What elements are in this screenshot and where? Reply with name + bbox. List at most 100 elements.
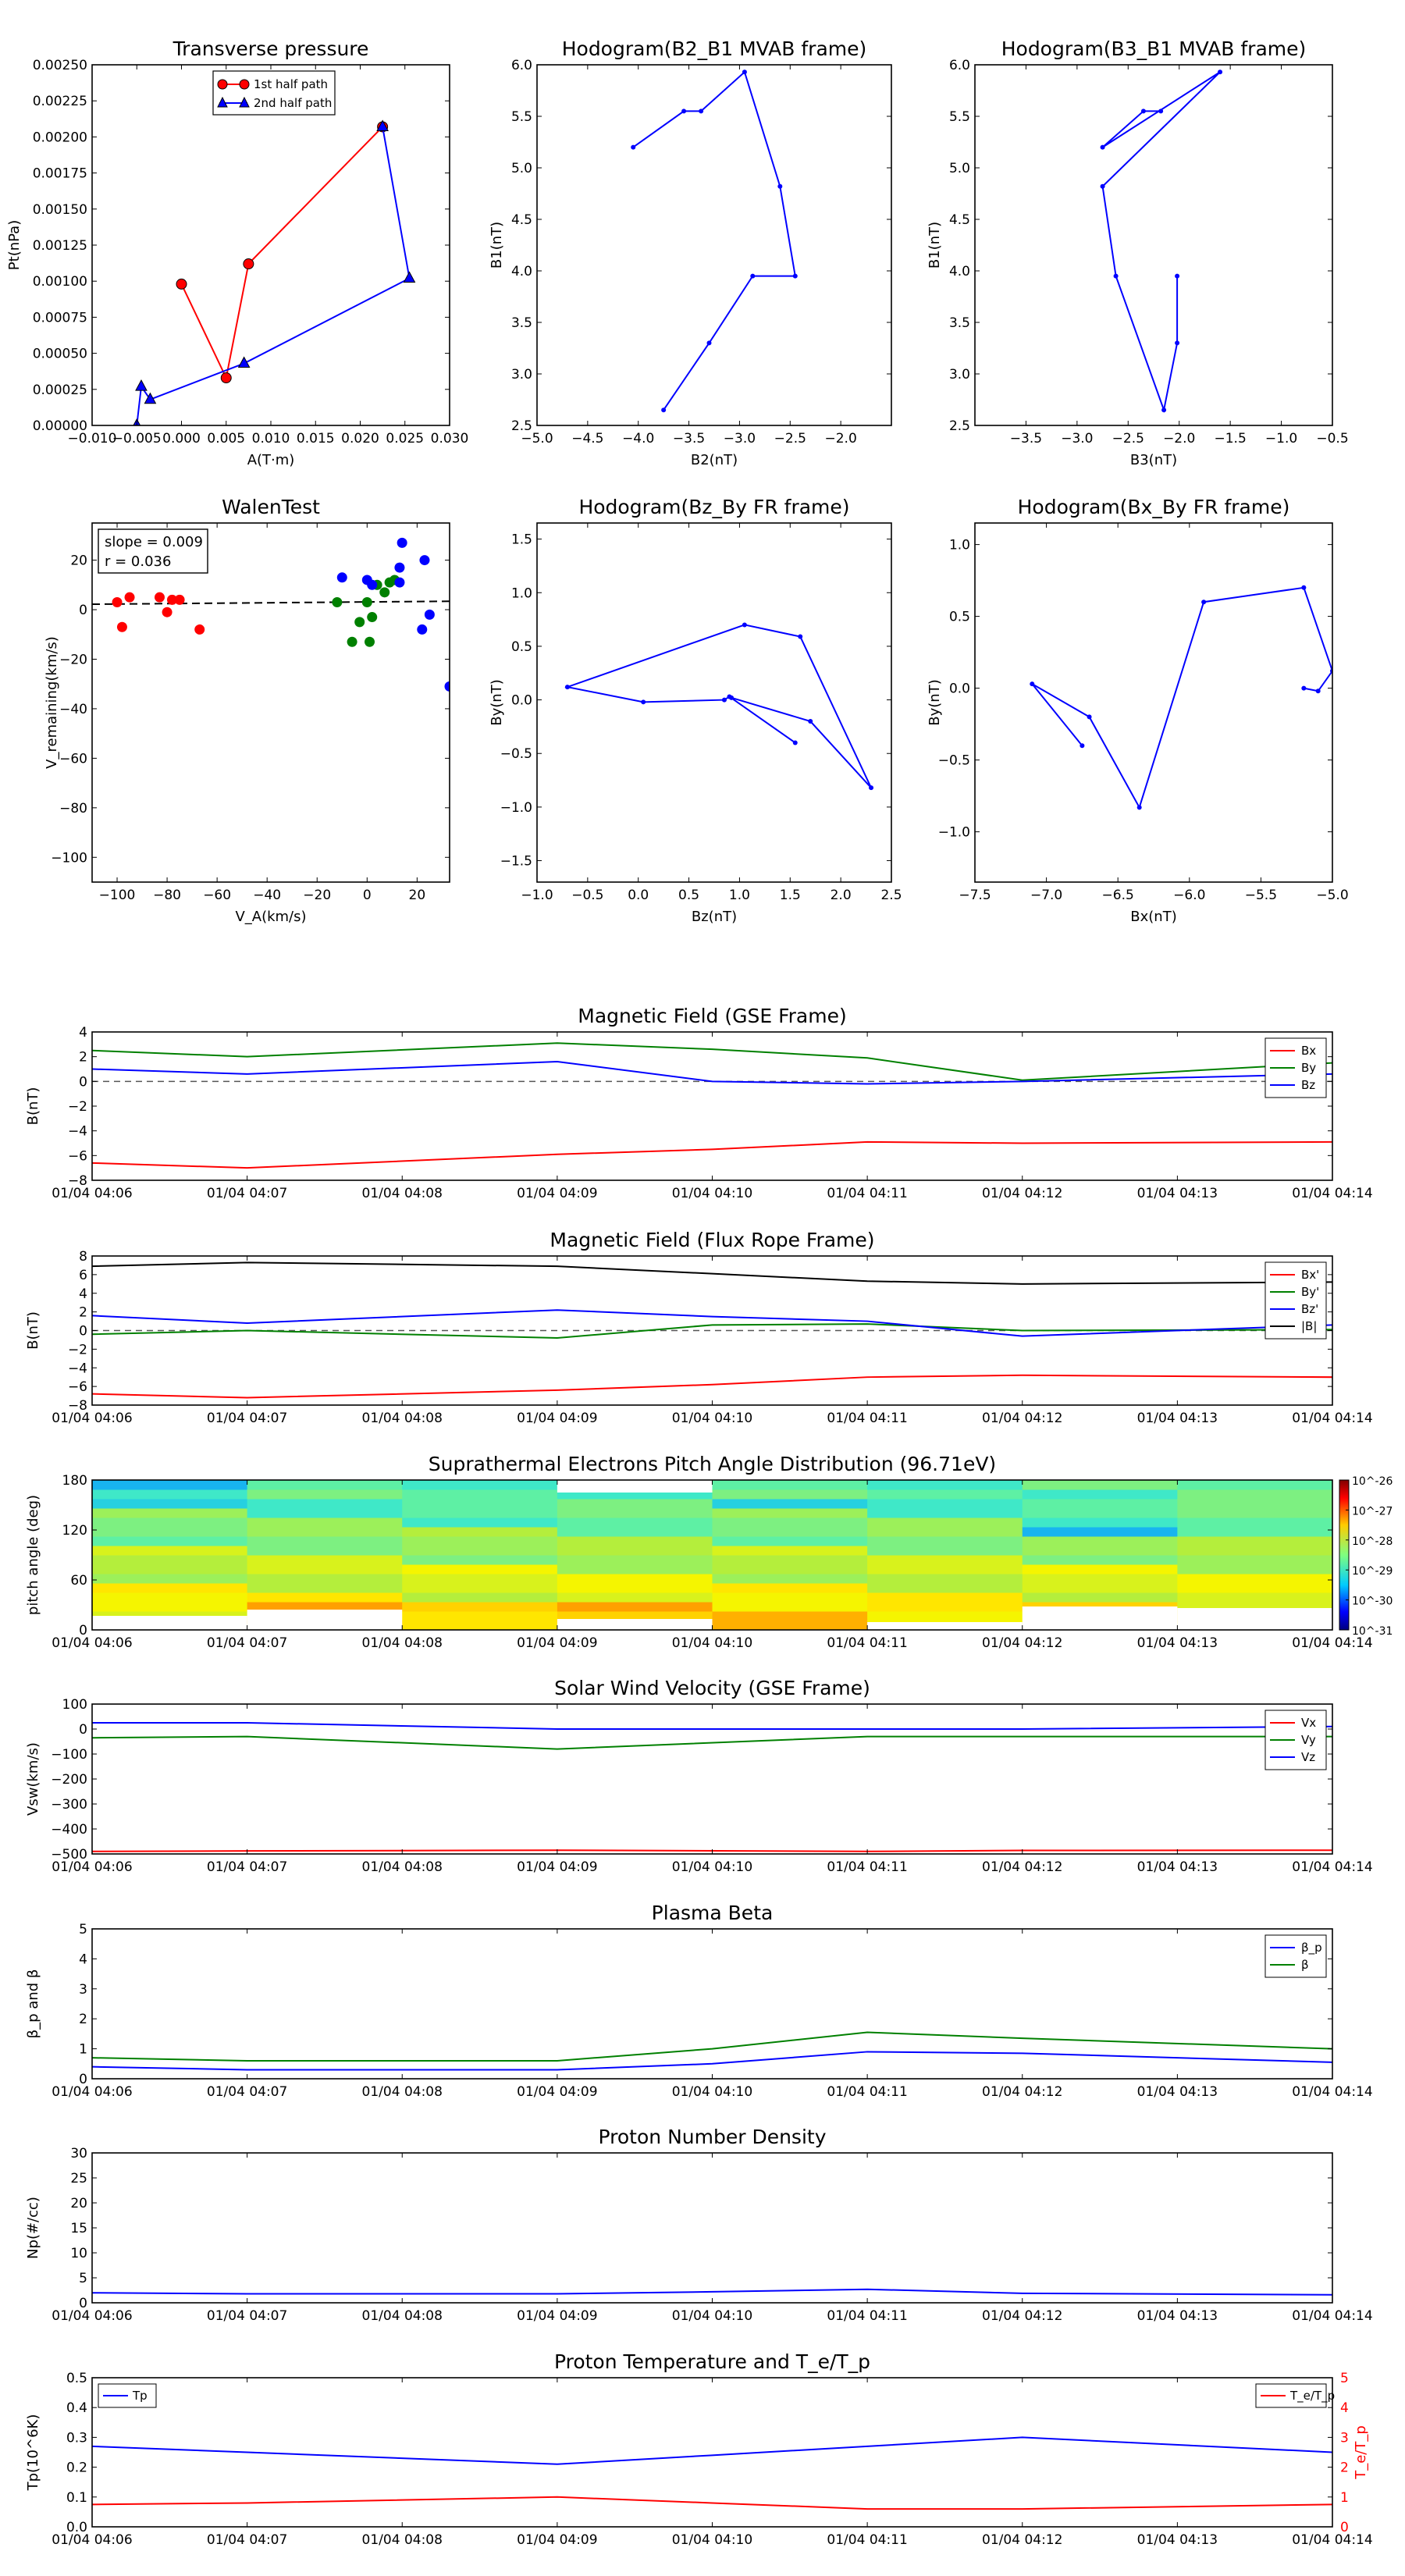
series-line: [92, 1261, 1332, 1285]
legend-label: β: [1301, 1958, 1309, 1972]
heatmap-cell: [92, 1583, 248, 1593]
data-point: [777, 183, 783, 189]
colorbar-label: 10^-26: [1352, 1475, 1393, 1488]
y-tick-label: 5: [79, 2271, 87, 2286]
heatmap-cell: [247, 1517, 403, 1528]
data-point: [798, 634, 803, 639]
y-tick-label: 120: [62, 1523, 87, 1539]
y-tick-label: 1: [79, 2042, 87, 2058]
x-tick-label: 01/04 04:12: [982, 1411, 1062, 1426]
x-tick-label: 0.005: [207, 431, 245, 447]
legend-label: T_e/T_p: [1289, 2389, 1335, 2403]
x-tick-label: −3.5: [673, 431, 705, 447]
series-line: [92, 1042, 1332, 1081]
heatmap-cell: [867, 1489, 1023, 1500]
x-tick-label: −6.0: [1173, 888, 1205, 903]
data-point: [1113, 273, 1119, 279]
heatmap-cell: [867, 1592, 1023, 1603]
y-tick-label: 0: [79, 603, 87, 618]
x-tick-label: 01/04 04:06: [52, 1635, 132, 1651]
y-tick-label: 0.5: [66, 2371, 87, 2386]
heatmap-cell: [867, 1546, 1023, 1556]
annotation-text: slope = 0.009: [105, 534, 203, 550]
legend-label: |B|: [1301, 1319, 1317, 1333]
y-tick-label: 0.3: [66, 2430, 87, 2446]
data-point: [403, 271, 416, 283]
y-right-tick-label: 5: [1340, 2371, 1349, 2386]
x-tick-label: 01/04 04:14: [1292, 1635, 1372, 1651]
x-tick-label: 01/04 04:08: [362, 2308, 443, 2324]
heatmap-cell: [92, 1517, 248, 1528]
heatmap-cell: [402, 1517, 558, 1528]
y-tick-label: 0.0: [66, 2520, 87, 2535]
y-tick-label: 3.0: [511, 367, 532, 382]
chart-title: Proton Number Density: [599, 2126, 827, 2148]
heatmap-cell: [92, 1527, 248, 1537]
y-tick-label: 1.0: [511, 585, 532, 601]
y-tick-label: 60: [70, 1573, 87, 1589]
panel-0: −0.010−0.005 0.000 0.005 0.010 0.015 0.020 0.0…: [6, 37, 468, 468]
x-tick-label: −4.0: [622, 431, 654, 447]
y-tick-label: 0.5: [511, 639, 532, 655]
x-axis-label: B3(nT): [1130, 452, 1177, 468]
x-tick-label: −2.5: [774, 431, 806, 447]
data-point: [424, 609, 435, 620]
y-tick-label: 0.00075: [33, 310, 87, 326]
heatmap-cell: [1022, 1508, 1178, 1518]
data-point: [397, 537, 407, 548]
x-tick-label: 01/04 04:11: [827, 1186, 907, 1201]
x-tick-label: 01/04 04:11: [827, 1859, 907, 1875]
heatmap-cell: [1177, 1583, 1332, 1593]
chart-title: Magnetic Field (GSE Frame): [578, 1005, 846, 1027]
x-tick-label: 01/04 04:09: [517, 2532, 597, 2548]
heatmap-cell: [1177, 1517, 1332, 1528]
x-tick-label: 01/04 04:06: [52, 1859, 132, 1875]
y-tick-label: −80: [59, 801, 87, 817]
heatmap-cell: [247, 1499, 403, 1509]
series-line: [92, 1722, 1332, 1730]
x-tick-label: 01/04 04:14: [1292, 2532, 1372, 2548]
data-point: [112, 597, 123, 608]
heatmap-gap: [1022, 1606, 1178, 1630]
y-tick-label: 10: [70, 2246, 87, 2261]
legend-label: Bz': [1301, 1302, 1318, 1316]
panel-3: −100 −80 −60 −40 −20 0 20 −100 −80 −60 −40 −20 0 20 Wa…: [44, 496, 450, 925]
x-tick-label: −5.0: [1316, 888, 1348, 903]
x-tick-label: 01/04 04:12: [982, 1859, 1062, 1875]
y-tick-label: 0.00000: [33, 418, 87, 434]
y-tick-label: 3.0: [949, 367, 970, 382]
y-tick-label: 2.5: [511, 418, 532, 434]
panel-4: −1.0 −0.5 0.0 0.5 1.0 1.5 2.0 2.5 −1.5 −1.0 −0.5 0.…: [489, 496, 902, 925]
heatmap-cell: [92, 1489, 248, 1500]
heatmap-cell: [402, 1583, 558, 1593]
x-tick-label: 01/04 04:12: [982, 2308, 1062, 2324]
heatmap-cell: [402, 1536, 558, 1546]
y-tick-label: 0.00250: [33, 58, 87, 73]
data-point: [394, 577, 405, 588]
series-line: [632, 70, 796, 411]
x-tick-label: 01/04 04:09: [517, 2308, 597, 2324]
heatmap-cell: [402, 1555, 558, 1565]
heatmap-cell: [867, 1564, 1023, 1574]
data-point: [444, 681, 450, 692]
heatmap-gap: [557, 1619, 713, 1630]
data-point: [144, 392, 157, 404]
heatmap-cell: [1022, 1564, 1178, 1574]
x-tick-label: 01/04 04:07: [207, 1411, 287, 1426]
heatmap-cell: [402, 1621, 558, 1630]
x-tick-label: 0.000: [162, 431, 201, 447]
heatmap-cell: [1022, 1574, 1178, 1584]
x-tick-label: 01/04 04:11: [827, 1411, 907, 1426]
heatmap-cell: [92, 1536, 248, 1546]
heatmap-cell: [557, 1517, 713, 1528]
heatmap-cell: [867, 1583, 1023, 1593]
x-tick-label: 01/04 04:07: [207, 2308, 287, 2324]
y-tick-label: 0.5: [949, 610, 970, 625]
y-tick-label: 4: [79, 1286, 87, 1302]
x-tick-label: 01/04 04:06: [52, 2532, 132, 2548]
data-point: [1136, 805, 1142, 810]
legend-label: Bx': [1301, 1268, 1319, 1282]
heatmap-cell: [712, 1508, 868, 1518]
data-point: [681, 109, 687, 114]
heatmap-cell: [247, 1583, 403, 1593]
